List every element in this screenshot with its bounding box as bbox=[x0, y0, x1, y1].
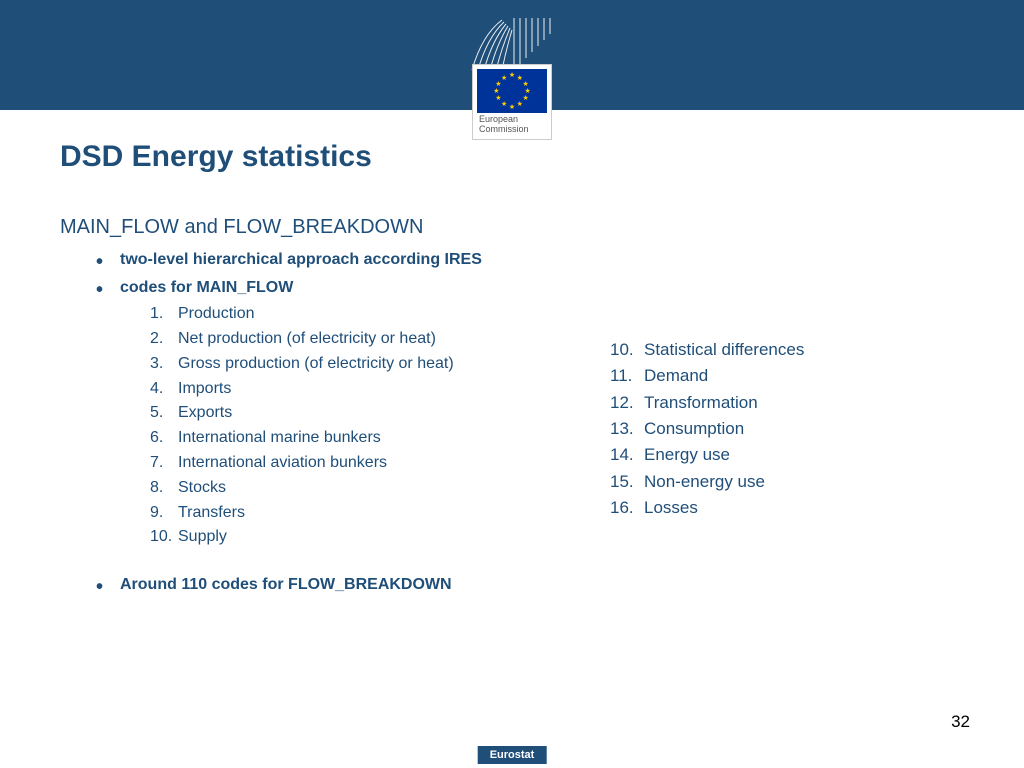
list-item: Production bbox=[150, 302, 590, 327]
ec-logo: ★ ★ ★ ★ ★ ★ ★ ★ ★ ★ ★ ★ European Commiss… bbox=[452, 10, 572, 140]
header-band: ★ ★ ★ ★ ★ ★ ★ ★ ★ ★ ★ ★ European Commiss… bbox=[0, 0, 1024, 110]
main-flow-list: Production Net production (of electricit… bbox=[120, 302, 590, 550]
logo-flag-box: ★ ★ ★ ★ ★ ★ ★ ★ ★ ★ ★ ★ European Commiss… bbox=[472, 64, 552, 140]
logo-building-icon bbox=[452, 10, 572, 70]
list-item: Statistical differences bbox=[610, 337, 950, 363]
left-column: two-level hierarchical approach accordin… bbox=[60, 249, 590, 602]
slide-title: DSD Energy statistics bbox=[60, 140, 964, 174]
page-number: 32 bbox=[951, 712, 970, 732]
list-item: Transfers bbox=[150, 501, 590, 526]
bullet-label: codes for MAIN_FLOW bbox=[120, 279, 293, 296]
list-item: Losses bbox=[610, 495, 950, 521]
columns: two-level hierarchical approach accordin… bbox=[60, 249, 964, 602]
right-column: Statistical differences Demand Transform… bbox=[610, 249, 950, 602]
list-item: Demand bbox=[610, 363, 950, 389]
list-item: International aviation bunkers bbox=[150, 451, 590, 476]
list-item: Transformation bbox=[610, 390, 950, 416]
list-item: Net production (of electricity or heat) bbox=[150, 327, 590, 352]
bullet-list-2: Around 110 codes for FLOW_BREAKDOWN bbox=[60, 574, 590, 596]
bullet-list: two-level hierarchical approach accordin… bbox=[60, 249, 590, 550]
bullet-item: two-level hierarchical approach accordin… bbox=[120, 249, 590, 271]
list-item: Imports bbox=[150, 377, 590, 402]
bullet-item: Around 110 codes for FLOW_BREAKDOWN bbox=[120, 574, 590, 596]
list-item: Supply bbox=[150, 525, 590, 550]
list-item: Energy use bbox=[610, 442, 950, 468]
list-item: Stocks bbox=[150, 476, 590, 501]
footer-tag: Eurostat bbox=[478, 746, 547, 764]
bullet-item: codes for MAIN_FLOW Production Net produ… bbox=[120, 277, 590, 551]
continued-list: Statistical differences Demand Transform… bbox=[610, 337, 950, 521]
slide-content: DSD Energy statistics MAIN_FLOW and FLOW… bbox=[0, 110, 1024, 602]
list-item: Gross production (of electricity or heat… bbox=[150, 352, 590, 377]
logo-label-2: Commission bbox=[479, 125, 547, 135]
list-item: Exports bbox=[150, 401, 590, 426]
eu-flag-icon: ★ ★ ★ ★ ★ ★ ★ ★ ★ ★ ★ ★ bbox=[477, 69, 547, 113]
list-item: Consumption bbox=[610, 416, 950, 442]
logo-text: European Commission bbox=[477, 113, 547, 135]
slide-subtitle: MAIN_FLOW and FLOW_BREAKDOWN bbox=[60, 216, 964, 239]
list-item: International marine bunkers bbox=[150, 426, 590, 451]
list-item: Non-energy use bbox=[610, 469, 950, 495]
